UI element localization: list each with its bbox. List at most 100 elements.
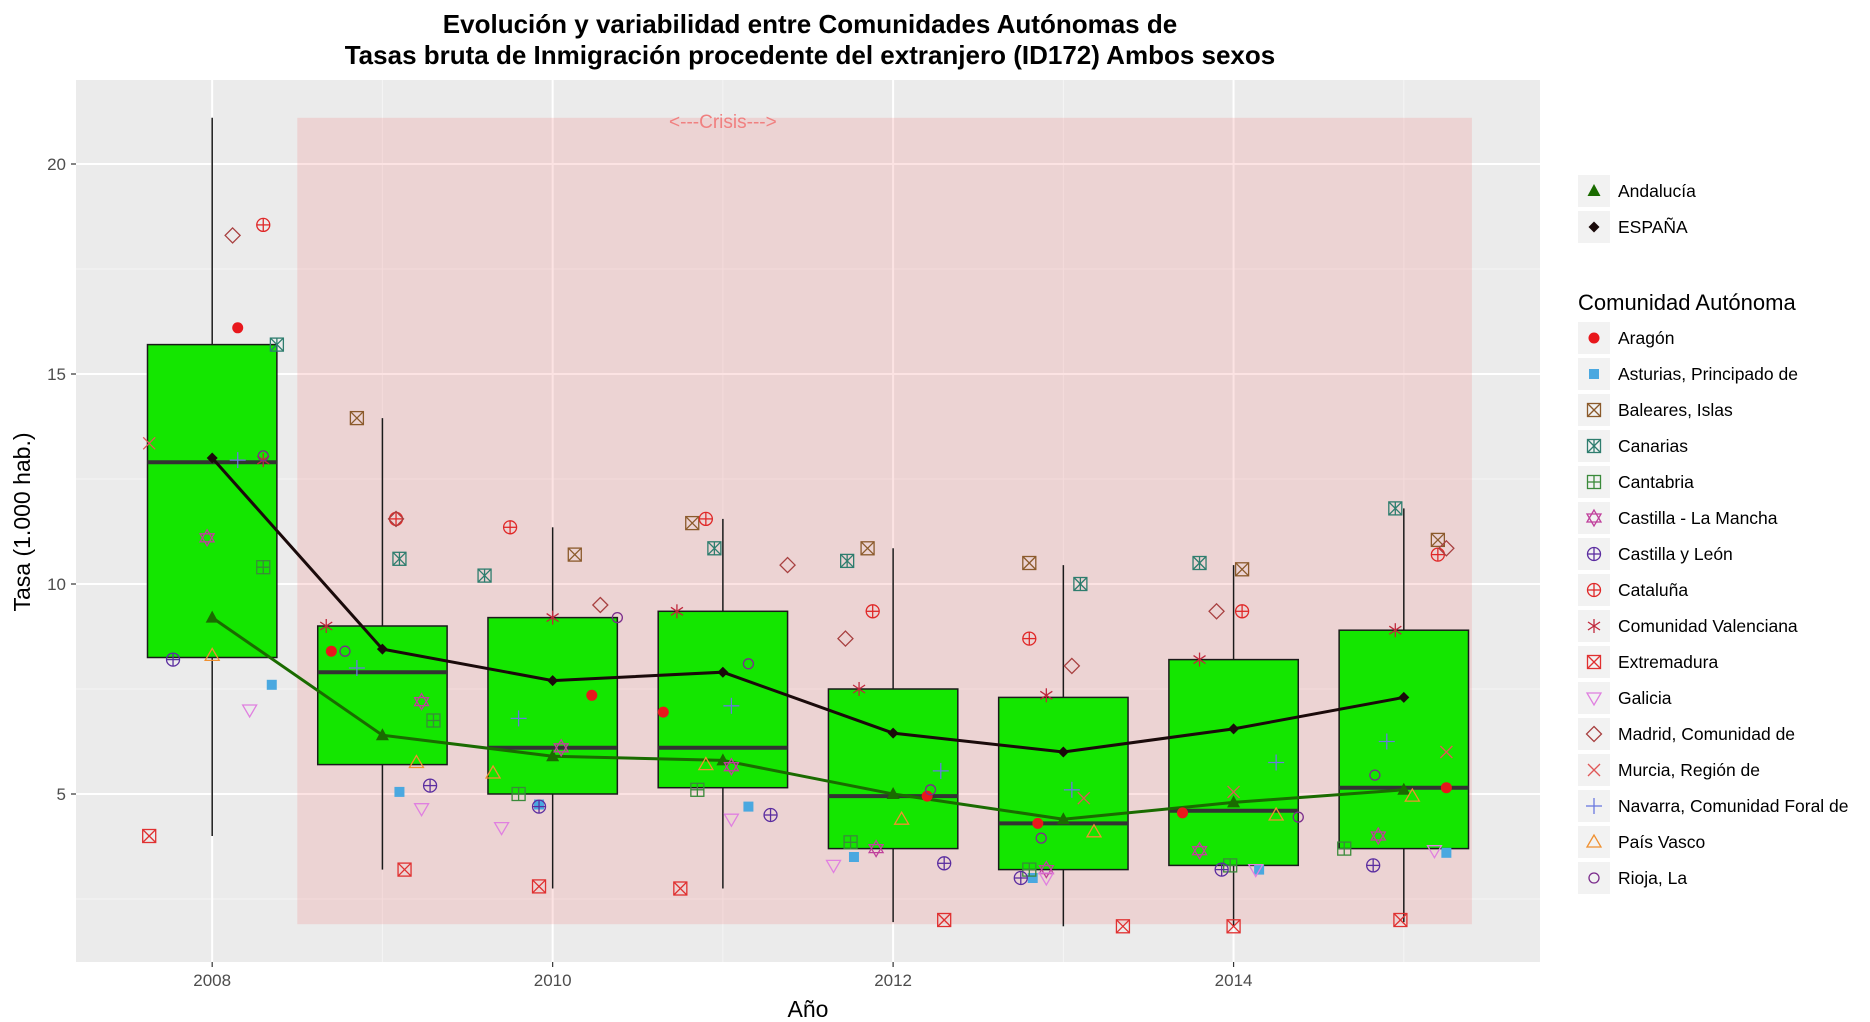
point-navarra-comunidad-foral-de-2015 (1378, 733, 1395, 750)
point-cataluna-2010 (502, 520, 518, 535)
legend-label: ESPAÑA (1618, 216, 1688, 237)
legend-item-1: ESPAÑA (1578, 211, 1688, 243)
point-aragon-2013 (1032, 817, 1044, 829)
boxplot-2015 (1338, 508, 1470, 923)
legend-label: Cataluña (1618, 580, 1688, 600)
point-pais-vasco-2011 (697, 756, 714, 771)
legend-label: Canarias (1618, 436, 1688, 456)
point-castilla-y-leon-2014 (1214, 862, 1229, 877)
point-castilla-y-leon-2015 (1366, 858, 1381, 873)
legend: Andalucía ESPAÑA Comunidad Autónoma Aragón A… (1578, 175, 1849, 894)
y-tick-label: 5 (57, 785, 66, 804)
point-comunidad-valenciana-2014 (1193, 652, 1206, 667)
legend-key (1578, 502, 1610, 534)
point-castilla-y-leon-2008 (165, 652, 181, 667)
point-espana-2014 (1228, 723, 1240, 735)
legend-marker (1585, 508, 1603, 528)
point-baleares-islas-2014 (1234, 562, 1250, 577)
point-pais-vasco-2010 (484, 764, 502, 779)
point-canarias-2014 (1192, 555, 1207, 571)
legend-marker (1587, 763, 1601, 777)
point-rioja-la-2015 (1369, 769, 1381, 781)
point-extremadura-2012 (937, 912, 952, 928)
point-canarias-2013 (1073, 576, 1088, 592)
point-murcia-region-de-2015 (1439, 745, 1453, 759)
legend-item-region-5: Castilla - La Mancha (1578, 502, 1778, 534)
point-murcia-region-de-2013 (1077, 791, 1091, 805)
boxplot-2012 (827, 548, 959, 923)
point-extremadura-2013 (1115, 919, 1131, 934)
point-castilla-y-leon-2009 (422, 778, 438, 793)
legend-marker (1585, 725, 1603, 743)
chart-subtitle: Tasas bruta de Inmigración procedente de… (345, 40, 1276, 70)
point-castilla-la-mancha-2012 (867, 839, 885, 858)
point-cantabria-2010 (511, 786, 526, 802)
point-andalucia-2015 (1397, 782, 1411, 795)
point-madrid-comunidad-de-2014 (1208, 602, 1225, 620)
point-espana-2012 (887, 727, 899, 739)
legend-marker (1588, 332, 1600, 344)
point-canarias-2011 (707, 541, 722, 556)
point-aragon-2010 (586, 689, 598, 701)
point-andalucia-2008 (205, 610, 219, 623)
point-cataluna-2014 (1234, 604, 1250, 619)
box (827, 688, 959, 850)
point-pais-vasco-2014 (1268, 806, 1285, 821)
point-andalucia-2009 (375, 728, 389, 741)
legend-item-region-0: Aragón (1578, 322, 1674, 354)
point-castilla-la-mancha-2008 (198, 528, 216, 548)
point-cantabria-2009 (426, 713, 441, 728)
legend-label: Rioja, La (1618, 868, 1687, 888)
legend-key (1578, 682, 1610, 714)
point-asturias-principado-de-2012 (848, 852, 859, 862)
point-extremadura-2008 (142, 828, 157, 844)
point-castilla-y-leon-2010 (531, 799, 547, 814)
legend-label: Cantabria (1618, 472, 1694, 492)
legend-item-region-7: Cataluña (1578, 574, 1688, 606)
point-castilla-la-mancha-2010 (553, 738, 570, 758)
legend-label: Castilla - La Mancha (1618, 508, 1778, 528)
point-comunidad-valenciana-2011 (670, 604, 684, 619)
box (997, 696, 1129, 871)
legend-item-region-9: Extremadura (1578, 646, 1718, 678)
legend-label: Navarra, Comunidad Foral de (1618, 796, 1849, 816)
point-espana-2008 (206, 452, 218, 464)
point-comunidad-valenciana-2008 (256, 453, 270, 468)
x-tick-label: 2014 (1215, 971, 1253, 990)
legend-item-region-2: Baleares, Islas (1578, 394, 1733, 426)
legend-label: Extremadura (1618, 652, 1718, 672)
point-baleares-islas-2011 (685, 515, 700, 531)
legend-marker (1585, 692, 1603, 707)
point-aragon-2009 (325, 645, 337, 657)
legend-marker (1586, 654, 1602, 670)
point-espana-2011 (717, 666, 729, 678)
point-galicia-2011 (723, 813, 740, 828)
point-espana-2015 (1398, 691, 1410, 703)
box (146, 343, 278, 659)
legend-label: Madrid, Comunidad de (1618, 724, 1795, 744)
point-comunidad-valenciana-2010 (546, 610, 560, 625)
legend-marker (1586, 798, 1602, 814)
point-navarra-comunidad-foral-de-2009 (348, 660, 365, 676)
point-galicia-2008 (241, 704, 258, 719)
point-asturias-principado-de-2011 (743, 801, 754, 812)
point-madrid-comunidad-de-2015 (1437, 539, 1455, 557)
point-galicia-2014 (1247, 863, 1264, 878)
point-canarias-2009 (392, 551, 407, 566)
legend-item-region-3: Canarias (1578, 430, 1688, 462)
point-aragon-2012 (921, 790, 933, 802)
legend-marker (1586, 402, 1602, 418)
point-rioja-la-2014 (1292, 811, 1304, 823)
point-andalucia-2012 (886, 787, 900, 799)
point-madrid-comunidad-de-2008 (224, 226, 242, 244)
point-cataluna-2009 (388, 511, 404, 527)
point-cantabria-2015 (1337, 841, 1352, 856)
boxplot-2014 (1168, 565, 1300, 927)
point-espana-2013 (1057, 746, 1069, 758)
point-navarra-comunidad-foral-de-2011 (723, 697, 740, 714)
point-rioja-la-2010 (611, 611, 623, 624)
point-andalucia-2014 (1227, 795, 1241, 808)
point-comunidad-valenciana-2013 (1039, 688, 1053, 703)
legend-item-region-15: Rioja, La (1578, 862, 1687, 894)
